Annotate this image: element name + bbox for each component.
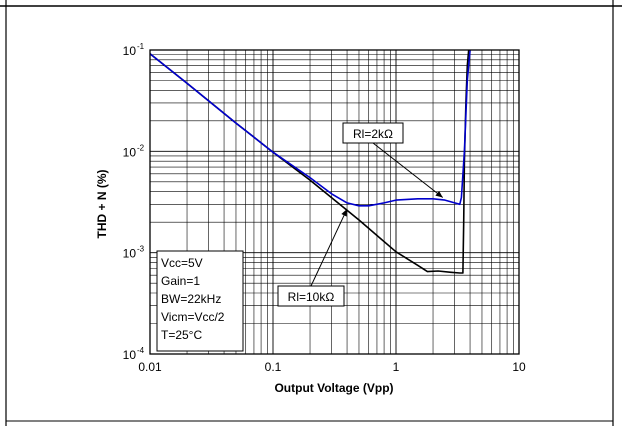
y-tick-exponent: -2 bbox=[137, 143, 145, 152]
annotation-arrow-1 bbox=[310, 208, 348, 287]
y-tick-exponent: -3 bbox=[137, 245, 145, 254]
y-axis-label: THD + N (%) bbox=[95, 169, 109, 238]
y-tick-exponent: -4 bbox=[137, 346, 145, 355]
annotation-box-0 bbox=[342, 122, 404, 144]
condition-text: T=25°C bbox=[161, 328, 202, 342]
annotation-arrow-0 bbox=[372, 142, 444, 198]
x-tick-label: 1 bbox=[393, 360, 400, 374]
series-layer bbox=[149, 49, 471, 274]
condition-text: Vicm=Vcc/2 bbox=[161, 310, 225, 324]
annotations: Rl=2kΩ Rl=10kΩ bbox=[277, 122, 444, 307]
x-tick-label: 10 bbox=[512, 360, 526, 374]
y-tick-label: 10 bbox=[123, 145, 137, 159]
annotation-label-0: Rl=2kΩ bbox=[353, 127, 393, 141]
x-axis-label: Output Voltage (Vpp) bbox=[274, 381, 393, 395]
y-tick-label: 10 bbox=[123, 348, 137, 362]
annotation-arrow-1-head bbox=[341, 208, 348, 217]
annotation-box-1 bbox=[277, 285, 345, 307]
series-line-0 bbox=[149, 49, 470, 274]
condition-text: Gain=1 bbox=[161, 274, 200, 288]
annotation-label-1: Rl=10kΩ bbox=[288, 290, 335, 304]
y-tick-label: 10 bbox=[123, 44, 137, 58]
plot-area-border bbox=[149, 49, 520, 355]
y-tick-exponent: -1 bbox=[137, 42, 145, 51]
annotation-arrow-0-head bbox=[435, 190, 443, 198]
condition-text: Vcc=5V bbox=[161, 256, 203, 270]
x-tick-label: 0.1 bbox=[265, 360, 282, 374]
conditions-box: Vcc=5V Gain=1 BW=22kHz Vicm=Vcc/2 T=25°C bbox=[156, 250, 244, 352]
conditions-frame bbox=[156, 250, 244, 352]
series-line-1 bbox=[149, 49, 471, 207]
condition-text: BW=22kHz bbox=[161, 292, 221, 306]
y-tick-label: 10 bbox=[123, 247, 137, 261]
x-tick-label: 0.01 bbox=[138, 360, 162, 374]
